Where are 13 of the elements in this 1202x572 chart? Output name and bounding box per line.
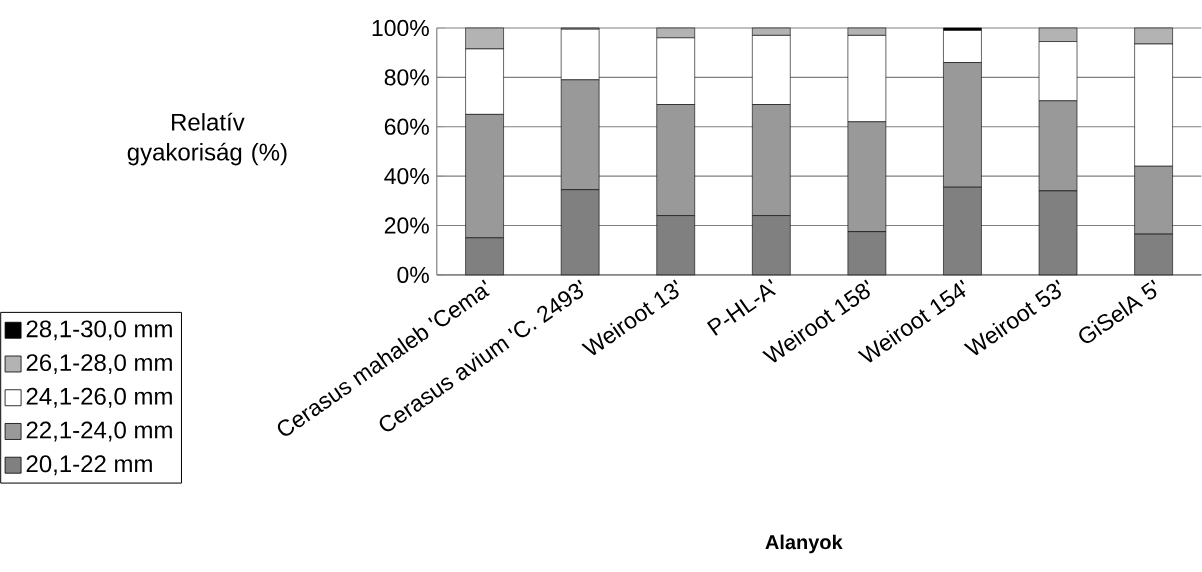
y-axis-title: Relatív gyakoriság (%) [127, 112, 287, 166]
legend-label: 24,1-26,0 mm [26, 388, 172, 408]
legend-label: 22,1-24,0 mm [26, 421, 172, 442]
x-axis-title: Alanyok [765, 534, 843, 554]
legend-label: 26,1-28,0 mm [26, 354, 172, 375]
y-tick-label: 100% [372, 19, 429, 37]
legend-label: 28,1-30,0 mm [26, 320, 172, 341]
y-tick-label: 20% [384, 217, 429, 234]
legend-label: 20,1-22 mm [26, 455, 152, 476]
y-tick-label: 0% [397, 266, 429, 284]
y-tick-label: 60% [384, 118, 429, 135]
y-tick-label: 40% [384, 168, 429, 185]
y-tick-label: 80% [384, 69, 429, 86]
